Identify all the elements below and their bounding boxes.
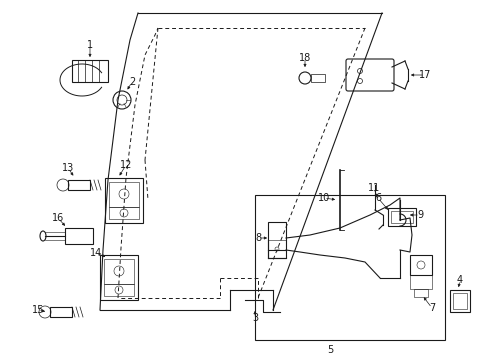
Bar — [413, 289, 427, 297]
Bar — [390, 211, 412, 223]
Bar — [409, 275, 431, 289]
Bar — [104, 259, 134, 284]
Text: 5: 5 — [326, 345, 332, 355]
Text: 4: 4 — [456, 275, 462, 285]
Text: 16: 16 — [52, 213, 64, 223]
Text: 7: 7 — [428, 303, 434, 313]
Text: 18: 18 — [298, 53, 310, 63]
Bar — [65, 228, 93, 244]
Text: 12: 12 — [120, 160, 132, 170]
Text: 1: 1 — [87, 40, 93, 50]
Bar — [109, 207, 139, 219]
Bar — [50, 307, 72, 317]
Text: 13: 13 — [62, 163, 74, 173]
Bar — [109, 182, 139, 207]
Bar — [104, 284, 134, 296]
Bar — [100, 255, 138, 300]
Bar — [105, 178, 142, 223]
Text: 3: 3 — [251, 313, 258, 323]
Text: 14: 14 — [90, 248, 102, 258]
Bar — [409, 255, 431, 275]
Bar — [310, 74, 325, 82]
Text: 8: 8 — [254, 233, 261, 243]
Bar — [387, 208, 415, 226]
Text: 2: 2 — [129, 77, 135, 87]
Bar — [254, 195, 444, 340]
Text: 10: 10 — [317, 193, 329, 203]
Bar — [72, 60, 108, 82]
Text: 17: 17 — [418, 70, 430, 80]
Text: 11: 11 — [367, 183, 379, 193]
Text: 9: 9 — [416, 210, 422, 220]
Bar — [267, 222, 285, 258]
Bar — [449, 290, 469, 312]
Bar — [452, 293, 466, 309]
Bar — [68, 180, 90, 190]
Text: 6: 6 — [374, 193, 380, 203]
Text: 15: 15 — [32, 305, 44, 315]
